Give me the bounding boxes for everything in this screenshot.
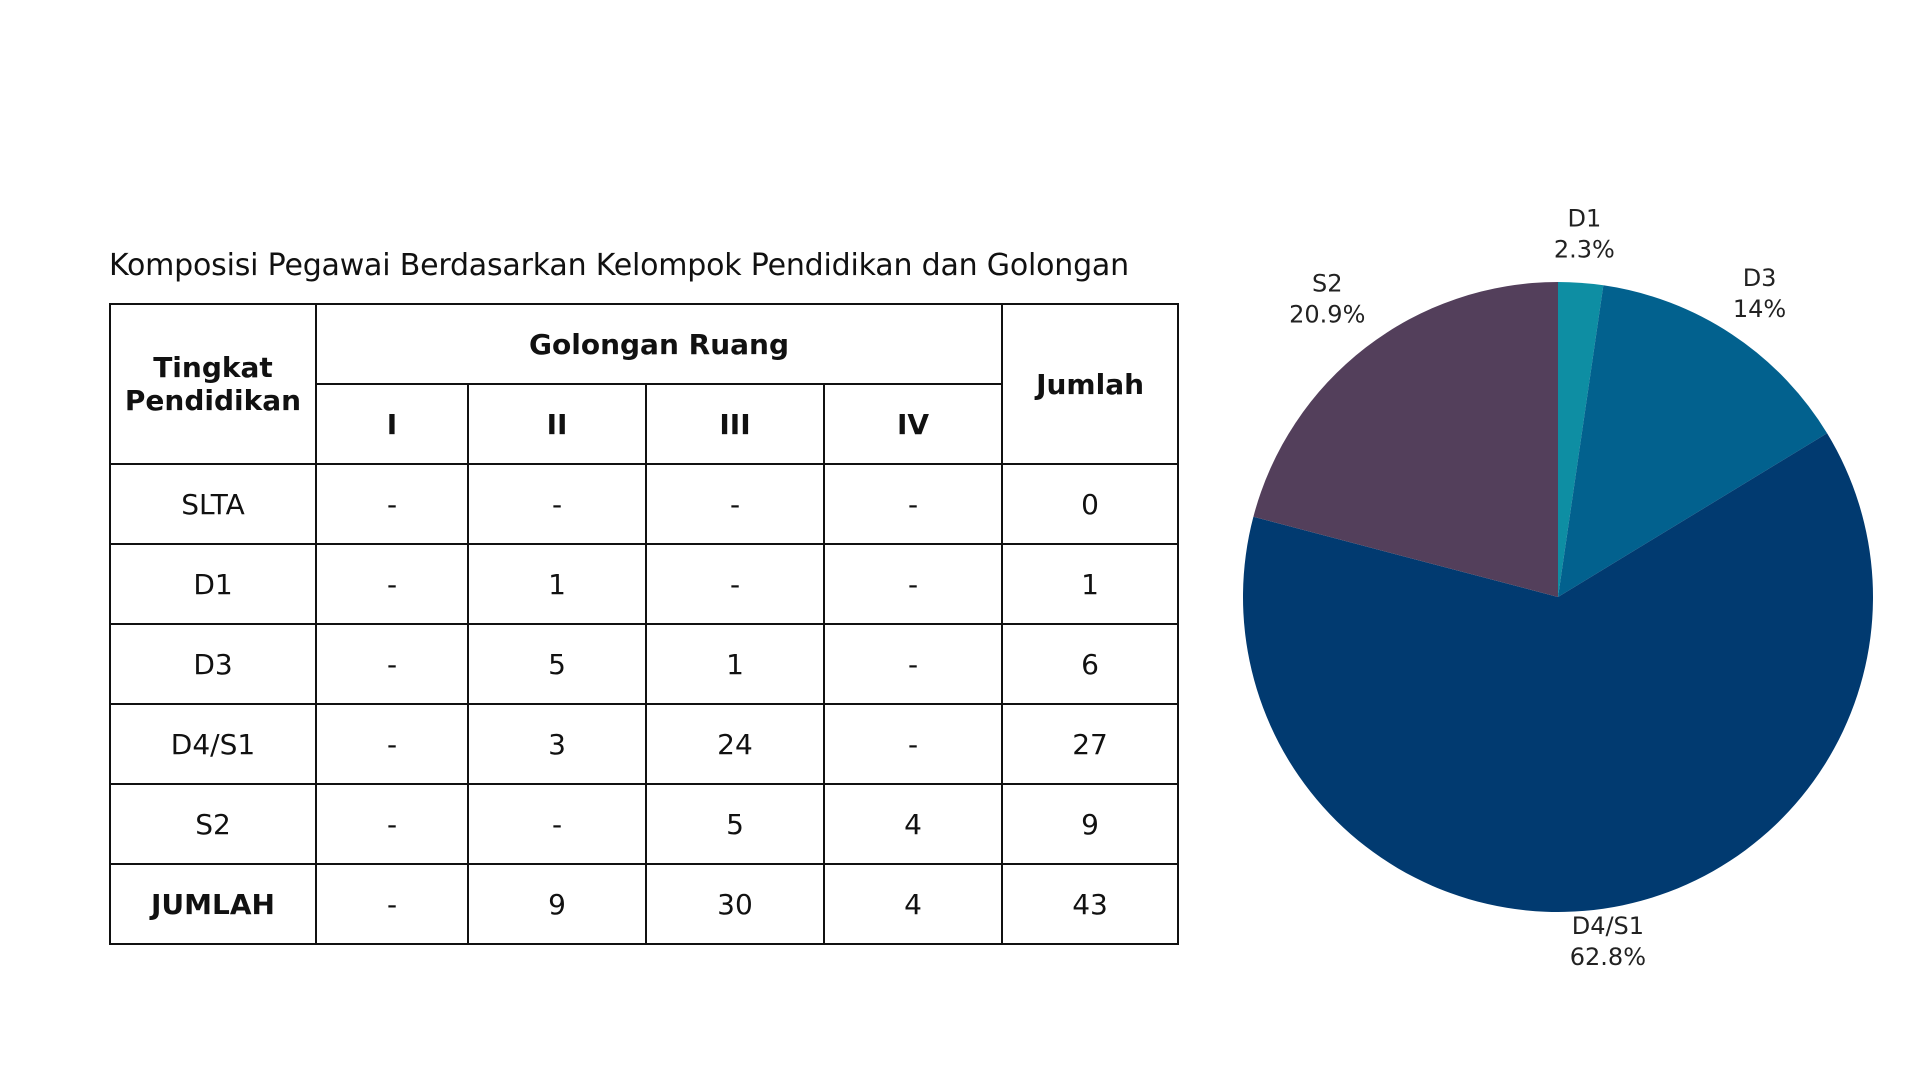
table-row-total: JUMLAH - 9 30 4 43 [109, 863, 1180, 945]
table-cell: 30 [645, 863, 825, 945]
table-row: D4/S1 - 3 24 - 27 [109, 703, 1180, 785]
row-total: 27 [1001, 703, 1180, 785]
header-col-iii: III [645, 383, 825, 465]
header-col-ii: II [467, 383, 647, 465]
pie-label: D4/S1 62.8% [1570, 912, 1646, 971]
table-cell: - [315, 543, 469, 625]
pie-label: D3 14% [1733, 264, 1786, 323]
table-row: S2 - - 5 4 9 [109, 783, 1180, 865]
table-cell: - [315, 623, 469, 705]
header-col-iv: IV [822, 383, 1004, 465]
table-cell: 4 [822, 783, 1004, 865]
row-total: 9 [1001, 783, 1180, 865]
header-golongan-ruang: Golongan Ruang [314, 303, 1004, 385]
row-label: JUMLAH [109, 863, 317, 945]
row-label: SLTA [109, 463, 317, 545]
header-col-i: I [315, 383, 469, 465]
pie-chart-svg: D1 2.3% D3 14% D4/S1 62.8% S2 20.9% [1243, 205, 1873, 971]
table-cell: - [645, 543, 825, 625]
pie-slice-d4-s1 [1243, 433, 1873, 912]
table-cell: 5 [645, 783, 825, 865]
row-total: 6 [1001, 623, 1180, 705]
table-cell: 4 [822, 863, 1004, 945]
table-cell: - [315, 783, 469, 865]
row-total: 43 [1001, 863, 1180, 945]
table-cell: - [822, 623, 1004, 705]
composition-table: Tingkat Pendidikan Golongan Ruang Jumlah… [109, 303, 1180, 945]
table-cell: - [822, 543, 1004, 625]
table-cell: 9 [467, 863, 647, 945]
row-label: D3 [109, 623, 317, 705]
pie-label: D1 2.3% [1554, 205, 1615, 264]
header-education-level: Tingkat Pendidikan [109, 303, 317, 465]
pie-slice-d1 [1558, 282, 1604, 597]
row-label: D4/S1 [109, 703, 317, 785]
row-total: 0 [1001, 463, 1180, 545]
table-cell: - [645, 463, 825, 545]
table-cell: - [315, 463, 469, 545]
table-row: SLTA - - - - 0 [109, 463, 1180, 545]
pie-slice-s2 [1253, 282, 1558, 597]
table-cell: - [467, 783, 647, 865]
table-cell: - [822, 463, 1004, 545]
row-total: 1 [1001, 543, 1180, 625]
row-label: S2 [109, 783, 317, 865]
table-cell: 1 [467, 543, 647, 625]
header-jumlah: Jumlah [1001, 303, 1180, 465]
table-cell: 5 [467, 623, 647, 705]
table-cell: 1 [645, 623, 825, 705]
pie-chart: D1 2.3% D3 14% D4/S1 62.8% S2 20.9% [1230, 200, 1920, 1000]
table-row: D3 - 5 1 - 6 [109, 623, 1180, 705]
row-label: D1 [109, 543, 317, 625]
table-cell: 24 [645, 703, 825, 785]
table-row: D1 - 1 - - 1 [109, 543, 1180, 625]
table-cell: - [315, 863, 469, 945]
table-cell: - [822, 703, 1004, 785]
table-cell: 3 [467, 703, 647, 785]
table-cell: - [315, 703, 469, 785]
table-cell: - [467, 463, 647, 545]
pie-slice-d3 [1558, 285, 1828, 597]
pie-label: S2 20.9% [1289, 270, 1365, 329]
table-title: Komposisi Pegawai Berdasarkan Kelompok P… [109, 248, 1129, 283]
